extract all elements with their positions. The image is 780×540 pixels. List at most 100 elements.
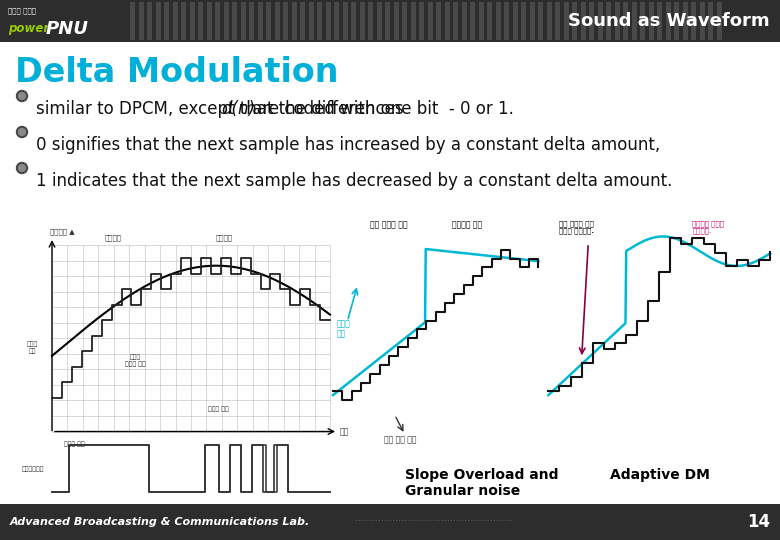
Bar [547,2,551,40]
Bar [342,2,348,40]
Text: 양자화 잡음: 양자화 잡음 [208,406,229,412]
Text: 원래의
선호: 원래의 선호 [337,319,351,339]
Bar [309,2,314,40]
Bar [190,2,194,40]
Bar [419,2,424,40]
Bar [462,2,466,40]
Text: power: power [8,22,49,35]
Text: 경사 과부하 잡음: 경사 과부하 잡음 [370,220,408,229]
Bar [580,2,586,40]
Bar [478,2,484,40]
Circle shape [16,163,27,173]
Bar [504,2,509,40]
Text: Advanced Broadcasting & Communications Lab.: Advanced Broadcasting & Communications L… [10,517,310,527]
Text: 경사 과부하 잡음
없애니 줄테는니.: 경사 과부하 잡음 없애니 줄테는니. [559,220,594,234]
Bar [495,2,501,40]
Bar [292,2,296,40]
Bar [470,2,475,40]
Bar [139,2,144,40]
Bar [453,2,458,40]
Bar [224,2,229,40]
Circle shape [16,91,27,102]
Bar [351,2,356,40]
Bar [682,2,687,40]
Text: PNU: PNU [46,19,89,38]
Bar [207,2,211,40]
Bar [606,2,611,40]
Text: 그레뉴러 잡음: 그레뉴러 잡음 [452,220,482,229]
Bar [538,2,543,40]
Bar [657,2,662,40]
Text: 입타변조출력: 입타변조출력 [22,466,44,471]
Bar [275,2,279,40]
Bar [555,2,560,40]
Text: 기레뉴러 잡음이
줄데는다.: 기레뉴러 잡음이 줄데는다. [693,220,725,234]
Bar [377,2,381,40]
Bar [249,2,254,40]
Text: ·······················································: ········································… [355,517,513,526]
Text: d(n): d(n) [221,100,255,118]
Text: 원거신호: 원거신호 [105,234,122,241]
Circle shape [16,126,27,138]
Bar [640,2,645,40]
Bar [445,2,449,40]
Bar [0,0,780,42]
Text: 1 indicates that the next sample has decreased by a constant delta amount.: 1 indicates that the next sample has dec… [36,172,672,190]
Bar [410,2,416,40]
Bar [700,2,704,40]
Text: 14: 14 [747,513,770,531]
Bar [563,2,569,40]
Bar [521,2,526,40]
Bar [130,2,135,40]
Bar [597,2,602,40]
Text: 표본화 간격: 표본화 간격 [64,442,84,447]
Text: Slope Overload and
Granular noise: Slope Overload and Granular noise [405,468,558,498]
Text: Sound as Waveform: Sound as Waveform [569,12,770,30]
Text: 0 signifies that the next sample has increased by a constant delta amount,: 0 signifies that the next sample has inc… [36,136,660,154]
Bar [283,2,288,40]
Bar [240,2,246,40]
Bar [215,2,220,40]
Text: similar to DPCM, except that the differences: similar to DPCM, except that the differe… [36,100,409,118]
Bar [300,2,305,40]
Bar [572,2,577,40]
Circle shape [19,165,26,172]
Text: 시간: 시간 [340,427,349,436]
Bar [147,2,152,40]
Bar [530,2,534,40]
Bar [164,2,169,40]
Text: Adaptive DM: Adaptive DM [611,468,711,482]
Bar [648,2,654,40]
Circle shape [19,129,26,136]
Bar [360,2,364,40]
Bar [155,2,161,40]
Bar [0,504,780,540]
Bar [198,2,203,40]
Bar [674,2,679,40]
Circle shape [19,92,26,99]
Bar [623,2,628,40]
Text: 양자화
크기: 양자화 크기 [27,342,37,354]
Bar [232,2,237,40]
Bar [512,2,517,40]
Text: 델타 내조 출력: 델타 내조 출력 [385,435,417,444]
Text: 계단함수: 계단함수 [216,234,233,241]
Text: are coded with one bit  - 0 or 1.: are coded with one bit - 0 or 1. [246,100,513,118]
Bar [317,2,322,40]
Bar [172,2,178,40]
Bar [436,2,441,40]
Bar [334,2,339,40]
Bar [691,2,696,40]
Bar [632,2,636,40]
Bar [589,2,594,40]
Text: 기울기
과부하 잡음: 기울기 과부하 잡음 [125,355,146,367]
Bar [487,2,492,40]
Bar [368,2,373,40]
Bar [665,2,671,40]
Bar [266,2,271,40]
Bar [257,2,263,40]
Bar [717,2,722,40]
Bar [708,2,713,40]
Bar [402,2,407,40]
Bar [325,2,331,40]
